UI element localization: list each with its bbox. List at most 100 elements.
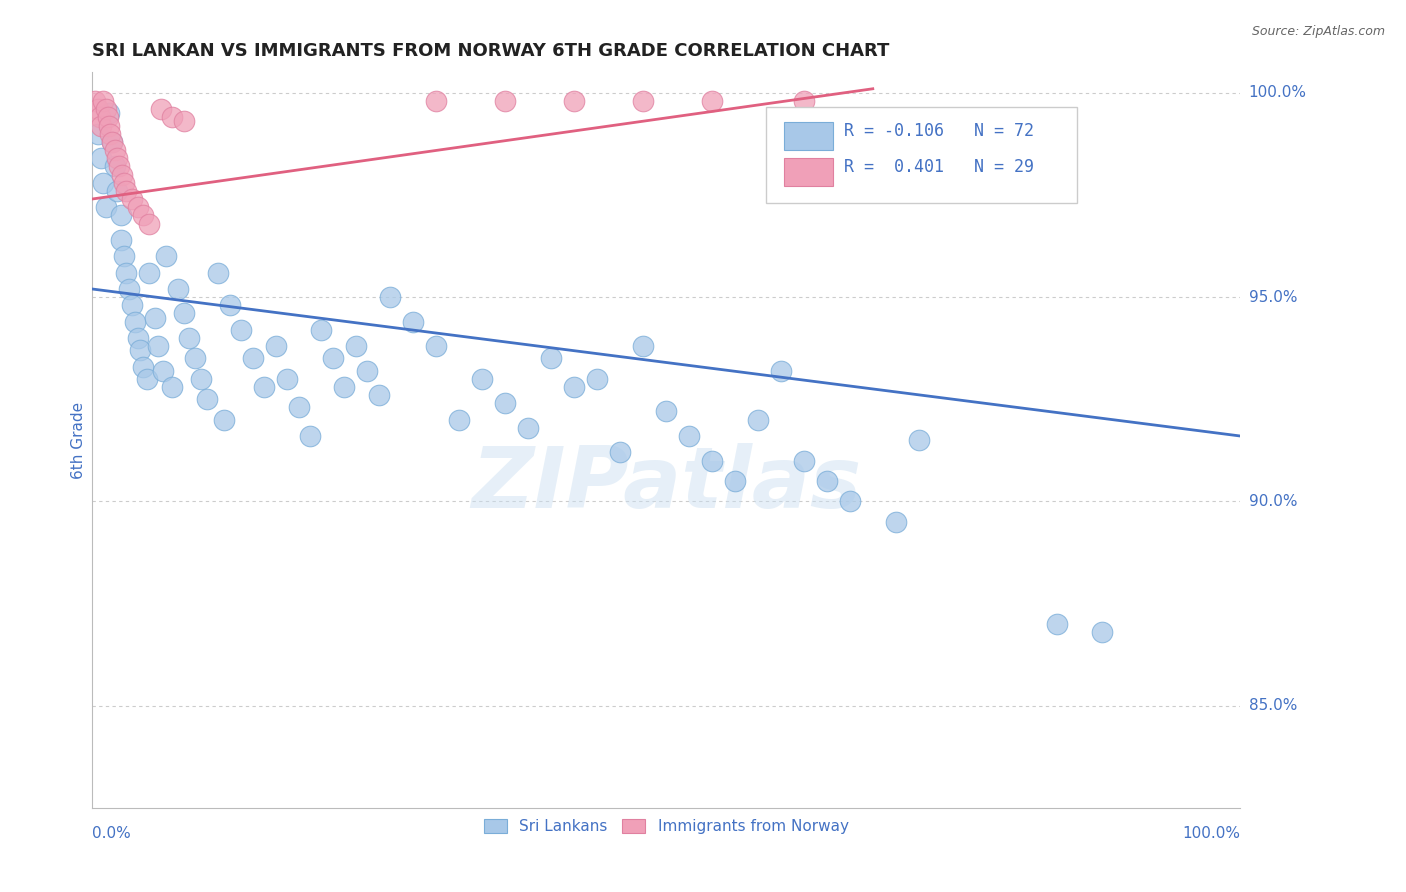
Point (112, 249, 135, 263)
FancyBboxPatch shape (785, 159, 832, 186)
Point (138, 217, 160, 231)
Point (94, 102, 117, 116)
Point (1045, 616, 1067, 631)
Point (517, 421, 540, 435)
Point (229, 323, 252, 337)
Point (98, 127, 121, 141)
Point (207, 266, 229, 280)
Point (700, 94, 723, 108)
Point (356, 364, 378, 378)
Point (253, 380, 276, 394)
Point (287, 401, 309, 415)
Point (94, 200, 117, 214)
Point (89, 111, 111, 125)
Point (276, 372, 298, 386)
Text: R =  0.401   N = 29: R = 0.401 N = 29 (844, 159, 1033, 177)
Point (124, 315, 146, 329)
Point (148, 339, 170, 353)
Point (471, 372, 494, 386)
Point (344, 339, 367, 353)
Point (562, 94, 585, 108)
Point (160, 380, 183, 394)
Point (242, 351, 264, 366)
Point (724, 474, 747, 488)
Point (115, 266, 138, 280)
Point (368, 388, 391, 402)
Point (212, 412, 235, 426)
Point (631, 94, 654, 108)
Text: 90.0%: 90.0% (1249, 494, 1298, 508)
Point (91, 176, 114, 190)
Text: 85.0%: 85.0% (1249, 698, 1296, 713)
Point (218, 298, 240, 312)
Point (838, 494, 860, 508)
Point (380, 290, 402, 304)
Point (494, 396, 516, 410)
Text: 0.0%: 0.0% (91, 826, 131, 841)
Point (907, 433, 929, 447)
Point (425, 339, 447, 353)
Text: 100.0%: 100.0% (1249, 86, 1306, 101)
Point (179, 331, 201, 345)
Point (540, 351, 562, 366)
Point (86, 102, 108, 116)
Point (167, 282, 190, 296)
Point (152, 364, 174, 378)
Point (1091, 625, 1114, 640)
Point (678, 429, 700, 443)
Point (127, 331, 149, 345)
Point (793, 453, 815, 467)
Point (138, 266, 160, 280)
Point (884, 515, 907, 529)
Point (173, 306, 195, 320)
Point (110, 233, 132, 247)
Point (333, 380, 356, 394)
Point (110, 208, 132, 222)
Point (121, 298, 143, 312)
Point (449, 412, 471, 426)
Text: R = -0.106   N = 72: R = -0.106 N = 72 (844, 121, 1033, 140)
Point (104, 143, 127, 157)
Point (815, 474, 838, 488)
Text: 100.0%: 100.0% (1182, 826, 1240, 841)
Point (129, 343, 152, 358)
Point (97, 111, 120, 125)
Point (98, 106, 121, 120)
FancyBboxPatch shape (766, 107, 1077, 203)
Point (84, 94, 107, 108)
Point (586, 372, 609, 386)
Text: 95.0%: 95.0% (1249, 290, 1298, 304)
Legend: Sri Lankans, Immigrants from Norway: Sri Lankans, Immigrants from Norway (478, 814, 855, 840)
Point (90, 119, 112, 133)
Point (149, 102, 172, 116)
Point (90, 151, 112, 165)
Text: ZIPatlas: ZIPatlas (471, 442, 862, 525)
Point (173, 114, 195, 128)
Point (132, 208, 155, 222)
Point (402, 315, 425, 329)
Point (190, 372, 212, 386)
Point (132, 359, 155, 374)
Point (98, 119, 121, 133)
Point (264, 339, 287, 353)
Point (105, 151, 128, 165)
Point (101, 135, 124, 149)
Point (135, 372, 157, 386)
Point (425, 94, 447, 108)
Point (655, 404, 678, 418)
Point (700, 453, 723, 467)
Point (609, 445, 631, 459)
Point (91, 94, 114, 108)
Point (184, 351, 207, 366)
Point (127, 200, 149, 214)
Point (494, 94, 516, 108)
Text: SRI LANKAN VS IMMIGRANTS FROM NORWAY 6TH GRADE CORRELATION CHART: SRI LANKAN VS IMMIGRANTS FROM NORWAY 6TH… (91, 42, 889, 60)
Point (311, 323, 333, 337)
Point (108, 160, 131, 174)
Point (562, 380, 585, 394)
Point (112, 176, 135, 190)
Point (793, 94, 815, 108)
Point (195, 392, 218, 407)
Point (101, 135, 124, 149)
Point (115, 184, 138, 198)
